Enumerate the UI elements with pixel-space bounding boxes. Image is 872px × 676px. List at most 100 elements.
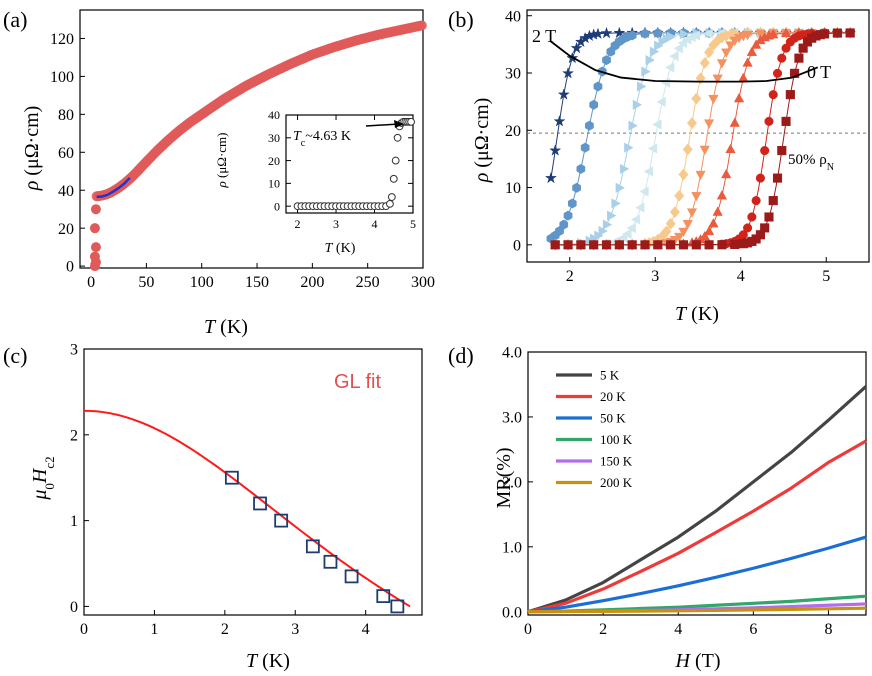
- data-marker: [602, 55, 611, 66]
- y-tick-label: 80: [58, 107, 74, 124]
- data-marker: [627, 30, 637, 41]
- data-marker: [661, 225, 672, 238]
- data-marker: [549, 144, 562, 156]
- y-tick-label: 60: [58, 145, 74, 162]
- x-tick-label: 3: [651, 268, 659, 285]
- data-marker: [647, 143, 658, 154]
- data-marker: [624, 142, 634, 153]
- panel-d: (d) 0 2 4 6 8 0.0 1.0 2.0 3.0 4.0 H (T) MR(%) 5 K…: [448, 343, 868, 672]
- data-marker: [600, 26, 613, 39]
- data-marker: [845, 28, 855, 38]
- data-marker: [704, 240, 714, 250]
- data-marker: [580, 142, 590, 153]
- series-0.7-T: [550, 26, 856, 251]
- data-marker: [708, 94, 719, 105]
- rho-point: [90, 242, 101, 253]
- gl-fit-curve: [83, 409, 411, 608]
- x-tick-label: 0: [524, 621, 532, 638]
- y-tick-label: 2.0: [502, 474, 522, 491]
- data-marker: [550, 240, 560, 250]
- y-tick-label: 0: [70, 599, 78, 616]
- x-tick-label: 0: [80, 621, 88, 638]
- series-0-T: [550, 28, 855, 250]
- data-marker: [760, 223, 770, 233]
- y-tick-label: 100: [50, 69, 74, 86]
- data-marker: [751, 196, 761, 206]
- data-marker: [690, 30, 700, 41]
- panel-a-ylabel: ρ (μΩ·cm): [21, 106, 43, 192]
- data-marker: [563, 240, 573, 250]
- data-marker: [614, 240, 624, 250]
- legend-label: 5 K: [600, 368, 620, 383]
- inset-point: [389, 174, 398, 183]
- data-marker: [780, 27, 792, 37]
- x-tick-label: 2: [566, 268, 574, 285]
- data-marker: [653, 28, 663, 39]
- x-tick-label: 250: [356, 274, 380, 291]
- data-marker: [691, 240, 701, 250]
- panel-a-inset-xlabel: T (K): [325, 241, 356, 256]
- data-marker: [716, 59, 728, 69]
- data-marker: [682, 143, 693, 156]
- y-tick-label: 40: [58, 183, 74, 200]
- hc2-point: [224, 470, 239, 485]
- x-tick-label: 2: [295, 217, 301, 231]
- data-marker: [695, 72, 706, 85]
- gl-fit-label: GL fit: [334, 371, 381, 393]
- x-tick-label: 3: [291, 621, 299, 638]
- panel-a-xlabel: T (K): [204, 316, 248, 338]
- data-marker: [777, 53, 787, 63]
- data-marker: [768, 196, 778, 206]
- axes-frame: [83, 348, 423, 616]
- panel-b-label: (b): [448, 7, 474, 32]
- data-marker: [691, 92, 702, 105]
- data-marker: [674, 232, 685, 243]
- data-marker: [686, 208, 698, 218]
- panel-d-ylabel: MR(%): [493, 447, 515, 508]
- data-marker: [589, 99, 599, 110]
- fit-line: [96, 177, 131, 199]
- data-marker: [641, 66, 651, 77]
- x-tick-label: 2: [221, 621, 229, 638]
- data-marker: [673, 43, 683, 54]
- y-tick-label: 40: [505, 8, 521, 25]
- data-marker: [678, 168, 689, 181]
- x-tick-label: 100: [190, 274, 214, 291]
- y-tick-label: 0: [513, 237, 521, 254]
- y-tick-label: 2: [70, 427, 78, 444]
- data-marker: [678, 227, 689, 238]
- data-marker: [760, 146, 770, 156]
- y-tick-label: 1.0: [502, 539, 522, 556]
- panel-c-xlabel: T (K): [246, 650, 290, 672]
- x-tick-label: 4: [674, 621, 682, 638]
- data-marker: [721, 168, 732, 179]
- data-marker: [576, 240, 586, 250]
- y-tick-label: 3.0: [502, 410, 522, 427]
- mr-line-200K: [527, 606, 867, 614]
- x-tick-label: 5: [410, 217, 416, 231]
- axes-frame: [527, 351, 867, 616]
- data-marker: [576, 163, 586, 174]
- data-marker: [832, 28, 842, 38]
- axes-frame: [526, 9, 870, 263]
- data-marker: [703, 225, 715, 236]
- y-tick-label: 40: [268, 108, 280, 122]
- data-marker: [652, 119, 662, 130]
- axes-frame: [79, 9, 424, 269]
- x-tick-label: 6: [749, 621, 757, 638]
- panel-c: (c) 0 1 2 3 4 0 1 2 3 T (K) μ0Hc2 GL fit: [3, 342, 423, 672]
- label-0T: 0 T: [807, 62, 831, 82]
- x-tick-label: 0: [87, 274, 95, 291]
- y-tick-label: 10: [268, 177, 280, 191]
- data-marker: [630, 214, 641, 225]
- data-marker: [730, 239, 740, 249]
- panel-b-ylabel: ρ (μΩ·cm): [471, 98, 493, 184]
- data-marker: [781, 116, 791, 126]
- data-marker: [669, 206, 680, 219]
- data-marker: [755, 173, 765, 183]
- data-marker: [742, 57, 753, 67]
- data-marker: [785, 90, 795, 100]
- panel-b: (b) 2 3 4 5 0 10 20 30 40 T (K) ρ (μΩ·cm) 2 T 0 …: [448, 7, 870, 325]
- data-marker: [742, 30, 753, 41]
